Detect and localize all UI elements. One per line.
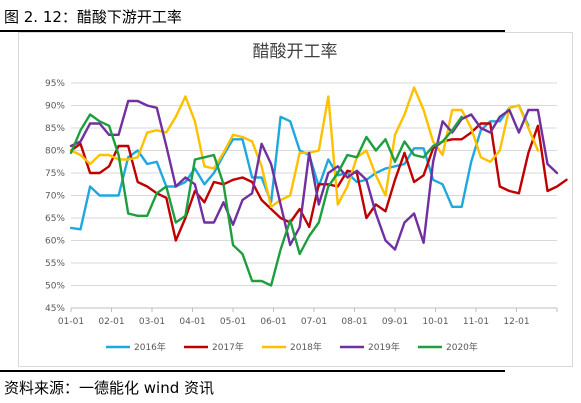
chart-title: 醋酸开工率 — [253, 42, 338, 62]
x-tick-label: 07-01 — [301, 317, 327, 327]
figure-title: 图 2. 12：醋酸下游开工率 — [4, 8, 182, 26]
x-tick-label: 04-01 — [179, 317, 205, 327]
top-rule — [0, 30, 505, 32]
x-tick-label: 08-01 — [341, 317, 367, 327]
x-tick-label: 05-01 — [220, 317, 246, 327]
x-tick-label: 09-01 — [382, 317, 408, 327]
x-axis: 01-01 02-01 03-01 04-01 05-01 06-01 07-01 08-01… — [58, 307, 558, 327]
y-tick-label: 60% — [45, 237, 65, 247]
series-line-2018年 — [69, 86, 540, 209]
legend: 2016年 2017年 2018年 2019年 2020年 — [106, 341, 478, 353]
legend-label: 2020年 — [446, 341, 478, 353]
y-axis: 45% 50% 55% 60% 65% 70% 75% 80% 85% 90% 95% — [45, 79, 65, 314]
x-tick-label: 12-01 — [503, 317, 529, 327]
legend-label: 2016年 — [134, 341, 166, 353]
series-line-2016年 — [69, 104, 530, 231]
chart-svg: 醋酸开工率 45%50%55%60%65%70%75%80%85%90%95% … — [45, 42, 568, 353]
y-tick-label: 85% — [45, 124, 65, 134]
series-lines — [69, 86, 568, 287]
x-tick-label: 03-01 — [139, 317, 165, 327]
y-tick-label: 75% — [45, 169, 65, 179]
bottom-rule — [0, 370, 505, 372]
x-tick-label: 11-01 — [463, 317, 489, 327]
y-tick-label: 95% — [45, 79, 65, 89]
legend-label: 2019年 — [368, 341, 400, 353]
y-tick-label: 65% — [45, 214, 65, 224]
y-tick-label: 55% — [45, 259, 65, 269]
x-tick-label: 06-01 — [260, 317, 286, 327]
y-tick-label: 70% — [45, 192, 65, 202]
y-tick-label: 45% — [45, 304, 65, 314]
y-tick-label: 80% — [45, 147, 65, 157]
series-line-2017年 — [69, 122, 568, 242]
gridlines — [71, 82, 557, 309]
x-tick-label: 01-01 — [58, 317, 84, 327]
chart-frame: 醋酸开工率 45% 50% 55% 60% 65% 70% 75% 80% 85% 90% 95% … — [18, 32, 573, 367]
y-tick-label: 90% — [45, 102, 65, 112]
series-line-2019年 — [69, 99, 559, 251]
legend-label: 2018年 — [290, 341, 322, 353]
x-tick-label: 10-01 — [422, 317, 448, 327]
legend-label: 2017年 — [212, 341, 244, 353]
source-note: 资料来源：一德能化 wind 资讯 — [4, 379, 215, 397]
x-tick-label: 02-01 — [98, 317, 124, 327]
series-line-2020年 — [69, 113, 463, 287]
y-tick-label: 50% — [45, 282, 65, 292]
